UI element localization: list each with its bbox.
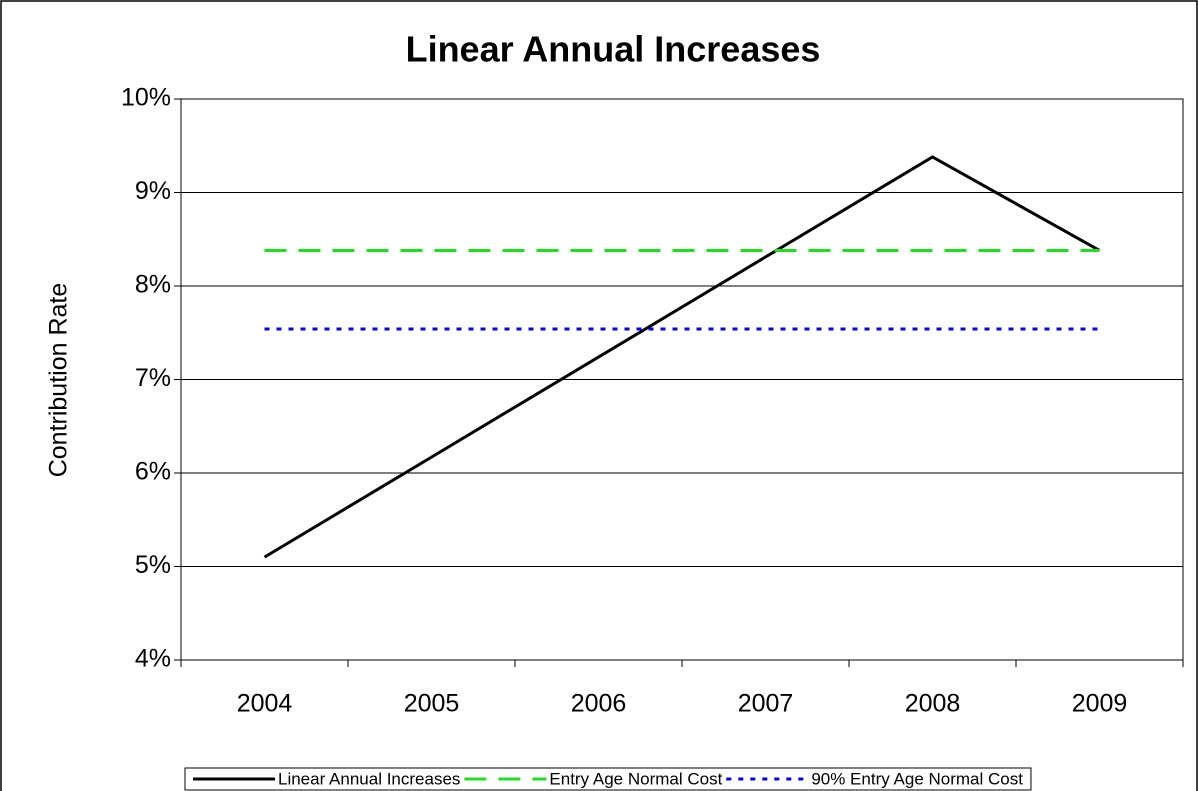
x-tick-label: 2004: [237, 690, 293, 718]
y-tick-label: 5%: [135, 551, 171, 579]
legend-box: [184, 767, 1032, 791]
y-tick-label: 7%: [135, 364, 171, 392]
legend-label: 90% Entry Age Normal Cost: [811, 769, 1023, 788]
y-tick-label: 10%: [121, 84, 171, 112]
y-tick-label: 8%: [135, 271, 171, 299]
series-line: [263, 155, 1101, 559]
x-tick-label: 2005: [404, 690, 460, 718]
x-tick-label: 2007: [738, 690, 794, 718]
legend-label: Entry Age Normal Cost: [549, 769, 722, 788]
y-tick-label: 9%: [135, 177, 171, 205]
x-tick-label: 2008: [905, 690, 961, 718]
x-tick-label: 2009: [1072, 690, 1128, 718]
chart-title: Linear Annual Increases: [406, 29, 821, 70]
y-tick-label: 4%: [135, 645, 171, 673]
y-tick-label: 6%: [135, 458, 171, 486]
y-axis-label: Contribution Rate: [45, 283, 73, 478]
legend-label: Linear Annual Increases: [278, 769, 460, 788]
x-tick-label: 2006: [571, 690, 627, 718]
